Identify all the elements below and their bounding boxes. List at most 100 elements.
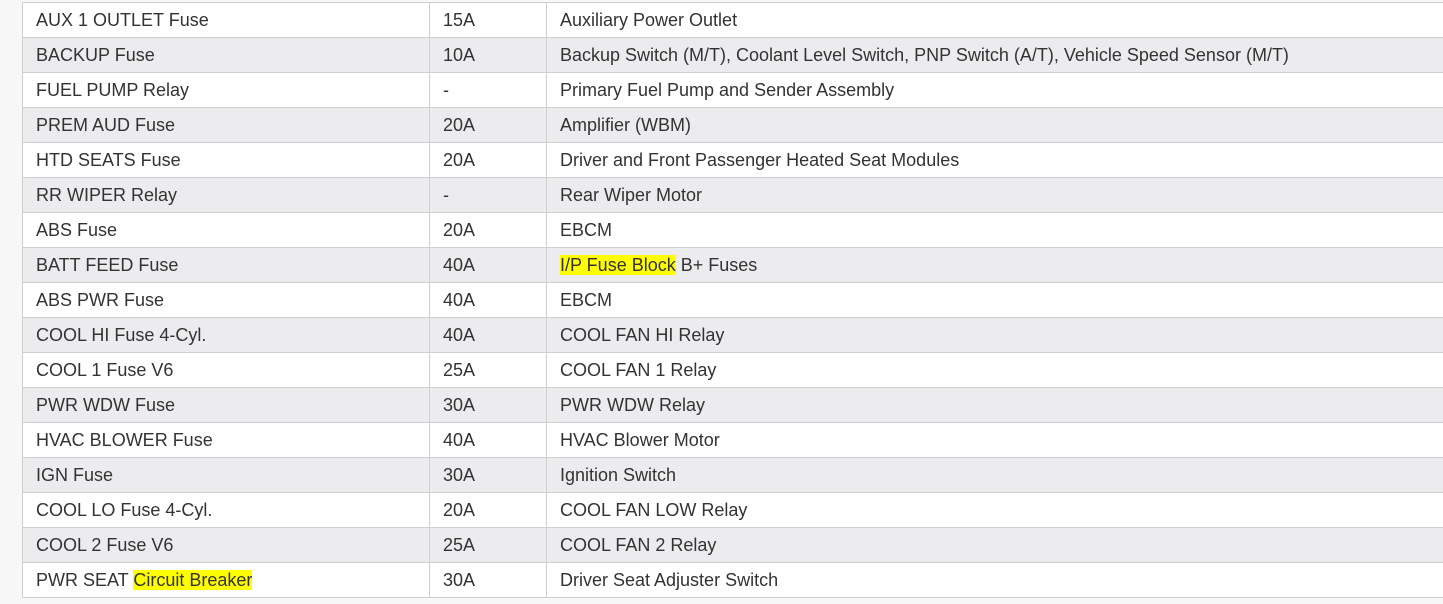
amperage-cell: 40A xyxy=(429,282,547,318)
cell-text: PWR SEAT xyxy=(36,569,134,590)
fuse-name-cell: COOL 1 Fuse V6 xyxy=(22,352,430,388)
fuse-name-cell: FUEL PUMP Relay xyxy=(22,72,430,108)
cell-text: IGN Fuse xyxy=(36,464,114,485)
cell-text: Auxiliary Power Outlet xyxy=(560,9,738,30)
usage-cell: Primary Fuel Pump and Sender Assembly xyxy=(546,72,1443,108)
cell-text: FUEL PUMP Relay xyxy=(36,79,190,100)
fuse-name-cell: HVAC BLOWER Fuse xyxy=(22,422,430,458)
cell-text: BACKUP Fuse xyxy=(36,44,155,65)
fuse-name-cell: PWR SEAT Circuit Breaker xyxy=(22,562,430,598)
cell-text: AUX 1 OUTLET Fuse xyxy=(36,9,209,30)
table-row: PWR WDW Fuse 30A PWR WDW Relay xyxy=(22,387,1443,423)
cell-text: ABS Fuse xyxy=(36,219,118,240)
table-row: RR WIPER Relay - Rear Wiper Motor xyxy=(22,177,1443,213)
usage-cell: EBCM xyxy=(546,282,1443,318)
amperage-cell: 25A xyxy=(429,527,547,563)
cell-text: Primary Fuel Pump and Sender Assembly xyxy=(560,79,895,100)
amperage-cell: 15A xyxy=(429,2,547,38)
fuse-table: AUX 1 OUTLET Fuse 15A Auxiliary Power Outl… xyxy=(22,2,1443,598)
table-row: BACKUP Fuse 10A Backup Switch (M/T), Coola… xyxy=(22,37,1443,73)
cell-text: ABS PWR Fuse xyxy=(36,289,165,310)
fuse-name-cell: HTD SEATS Fuse xyxy=(22,142,430,178)
cell-text: COOL 2 Fuse V6 xyxy=(36,534,174,555)
usage-cell: Backup Switch (M/T), Coolant Level Switc… xyxy=(546,37,1443,73)
amperage-cell: 30A xyxy=(429,562,547,598)
table-row: AUX 1 OUTLET Fuse 15A Auxiliary Power Outl… xyxy=(22,2,1443,38)
cell-text: Rear Wiper Motor xyxy=(560,184,703,205)
usage-cell: COOL FAN 2 Relay xyxy=(546,527,1443,563)
cell-text: RR WIPER Relay xyxy=(36,184,178,205)
usage-cell: HVAC Blower Motor xyxy=(546,422,1443,458)
fuse-name-cell: PREM AUD Fuse xyxy=(22,107,430,143)
cell-text: HVAC Blower Motor xyxy=(560,429,720,450)
amperage-cell: 20A xyxy=(429,142,547,178)
table-row: COOL LO Fuse 4-Cyl. 20A COOL FAN LOW Relay xyxy=(22,492,1443,528)
cell-text: COOL 1 Fuse V6 xyxy=(36,359,174,380)
table-row: COOL 1 Fuse V6 25A COOL FAN 1 Relay xyxy=(22,352,1443,388)
cell-text: Driver and Front Passenger Heated Seat M… xyxy=(560,149,960,170)
table-row: COOL HI Fuse 4-Cyl. 40A COOL FAN HI Relay xyxy=(22,317,1443,353)
table-row: BATT FEED Fuse 40A I/P Fuse Block B+ Fuses xyxy=(22,247,1443,283)
fuse-name-cell: IGN Fuse xyxy=(22,457,430,493)
usage-cell: EBCM xyxy=(546,212,1443,248)
table-row: ABS PWR Fuse 40A EBCM xyxy=(22,282,1443,318)
cell-text: EBCM xyxy=(560,219,613,240)
fuse-name-cell: ABS PWR Fuse xyxy=(22,282,430,318)
amperage-cell: 40A xyxy=(429,422,547,458)
usage-cell: Amplifier (WBM) xyxy=(546,107,1443,143)
cell-text: Backup Switch (M/T), Coolant Level Switc… xyxy=(560,44,1289,65)
cell-text: COOL FAN HI Relay xyxy=(560,324,725,345)
usage-cell: COOL FAN LOW Relay xyxy=(546,492,1443,528)
usage-cell: Auxiliary Power Outlet xyxy=(546,2,1443,38)
amperage-cell: 40A xyxy=(429,247,547,283)
fuse-name-cell: PWR WDW Fuse xyxy=(22,387,430,423)
cell-text: COOL FAN LOW Relay xyxy=(560,499,748,520)
table-row: HVAC BLOWER Fuse 40A HVAC Blower Motor xyxy=(22,422,1443,458)
table-row: ABS Fuse 20A EBCM xyxy=(22,212,1443,248)
usage-cell: Rear Wiper Motor xyxy=(546,177,1443,213)
amperage-cell: 20A xyxy=(429,107,547,143)
fuse-name-cell: COOL HI Fuse 4-Cyl. xyxy=(22,317,430,353)
amperage-cell: 25A xyxy=(429,352,547,388)
fuse-name-cell: COOL 2 Fuse V6 xyxy=(22,527,430,563)
amperage-cell: 20A xyxy=(429,492,547,528)
usage-cell: PWR WDW Relay xyxy=(546,387,1443,423)
cell-text: B+ Fuses xyxy=(675,254,758,275)
cell-text: EBCM xyxy=(560,289,613,310)
amperage-cell: 30A xyxy=(429,457,547,493)
amperage-cell: - xyxy=(429,177,547,213)
cell-text: PWR WDW Fuse xyxy=(36,394,175,415)
cell-text: Driver Seat Adjuster Switch xyxy=(560,569,779,590)
cell-text: COOL FAN 1 Relay xyxy=(560,359,717,380)
table-row: PREM AUD Fuse 20A Amplifier (WBM) xyxy=(22,107,1443,143)
cell-text: COOL HI Fuse 4-Cyl. xyxy=(36,324,207,345)
amperage-cell: - xyxy=(429,72,547,108)
table-row: COOL 2 Fuse V6 25A COOL FAN 2 Relay xyxy=(22,527,1443,563)
table-row: PWR SEAT Circuit Breaker 30A Driver Seat A… xyxy=(22,562,1443,598)
fuse-name-cell: RR WIPER Relay xyxy=(22,177,430,213)
usage-cell: COOL FAN HI Relay xyxy=(546,317,1443,353)
fuse-name-cell: BACKUP Fuse xyxy=(22,37,430,73)
highlighted-text: I/P Fuse Block xyxy=(560,254,676,275)
amperage-cell: 10A xyxy=(429,37,547,73)
cell-text: PWR WDW Relay xyxy=(560,394,705,415)
table-row: IGN Fuse 30A Ignition Switch xyxy=(22,457,1443,493)
cell-text: Ignition Switch xyxy=(560,464,677,485)
fuse-table-body: AUX 1 OUTLET Fuse 15A Auxiliary Power Outl… xyxy=(22,2,1443,598)
cell-text: COOL LO Fuse 4-Cyl. xyxy=(36,499,213,520)
usage-cell: Ignition Switch xyxy=(546,457,1443,493)
table-row: FUEL PUMP Relay - Primary Fuel Pump and Se… xyxy=(22,72,1443,108)
amperage-cell: 20A xyxy=(429,212,547,248)
fuse-name-cell: COOL LO Fuse 4-Cyl. xyxy=(22,492,430,528)
cell-text: Amplifier (WBM) xyxy=(560,114,691,135)
usage-cell: COOL FAN 1 Relay xyxy=(546,352,1443,388)
highlighted-text: Circuit Breaker xyxy=(133,569,253,590)
cell-text: HVAC BLOWER Fuse xyxy=(36,429,213,450)
cell-text: COOL FAN 2 Relay xyxy=(560,534,717,555)
fuse-name-cell: ABS Fuse xyxy=(22,212,430,248)
usage-cell: Driver Seat Adjuster Switch xyxy=(546,562,1443,598)
cell-text: HTD SEATS Fuse xyxy=(36,149,181,170)
cell-text: BATT FEED Fuse xyxy=(36,254,179,275)
fuse-name-cell: AUX 1 OUTLET Fuse xyxy=(22,2,430,38)
fuse-name-cell: BATT FEED Fuse xyxy=(22,247,430,283)
